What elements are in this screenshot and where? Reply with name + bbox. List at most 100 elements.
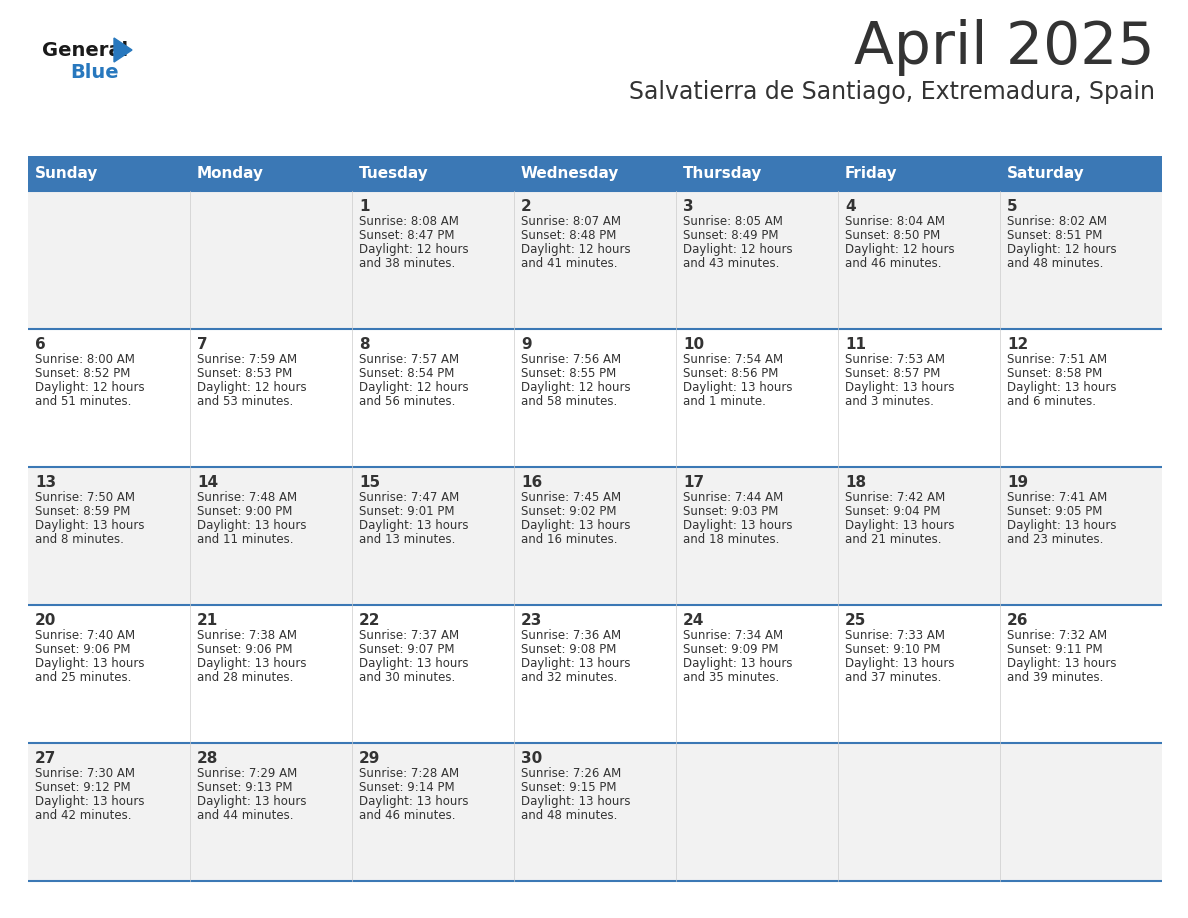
Text: 21: 21 <box>197 613 219 628</box>
Text: Sunset: 8:59 PM: Sunset: 8:59 PM <box>34 505 131 518</box>
Text: and 58 minutes.: and 58 minutes. <box>522 395 618 408</box>
Text: and 48 minutes.: and 48 minutes. <box>522 809 618 822</box>
Text: Sunrise: 7:48 AM: Sunrise: 7:48 AM <box>197 491 297 504</box>
Text: Daylight: 13 hours: Daylight: 13 hours <box>197 795 307 808</box>
Text: Sunrise: 7:47 AM: Sunrise: 7:47 AM <box>359 491 460 504</box>
Text: Daylight: 13 hours: Daylight: 13 hours <box>522 795 631 808</box>
Text: and 37 minutes.: and 37 minutes. <box>845 671 941 684</box>
Text: Sunset: 9:00 PM: Sunset: 9:00 PM <box>197 505 292 518</box>
Text: 29: 29 <box>359 751 380 766</box>
Text: Monday: Monday <box>197 166 264 181</box>
Bar <box>29 743 1162 881</box>
Text: and 21 minutes.: and 21 minutes. <box>845 533 942 546</box>
Text: 25: 25 <box>845 613 866 628</box>
Text: Daylight: 12 hours: Daylight: 12 hours <box>1007 243 1117 256</box>
Text: and 56 minutes.: and 56 minutes. <box>359 395 455 408</box>
Text: Daylight: 13 hours: Daylight: 13 hours <box>34 519 145 532</box>
Text: Friday: Friday <box>845 166 898 181</box>
Text: 4: 4 <box>845 199 855 214</box>
Text: Sunrise: 7:41 AM: Sunrise: 7:41 AM <box>1007 491 1107 504</box>
Text: Sunrise: 7:29 AM: Sunrise: 7:29 AM <box>197 767 297 780</box>
Text: Blue: Blue <box>70 63 119 83</box>
Text: Sunset: 9:01 PM: Sunset: 9:01 PM <box>359 505 455 518</box>
Text: 24: 24 <box>683 613 704 628</box>
Text: and 6 minutes.: and 6 minutes. <box>1007 395 1097 408</box>
Text: and 8 minutes.: and 8 minutes. <box>34 533 124 546</box>
Text: Sunset: 8:55 PM: Sunset: 8:55 PM <box>522 367 617 380</box>
Text: Daylight: 12 hours: Daylight: 12 hours <box>34 381 145 394</box>
Text: Saturday: Saturday <box>1007 166 1085 181</box>
Bar <box>29 329 1162 467</box>
Bar <box>29 467 1162 605</box>
Text: Sunrise: 7:36 AM: Sunrise: 7:36 AM <box>522 629 621 642</box>
Text: Daylight: 13 hours: Daylight: 13 hours <box>1007 519 1117 532</box>
Text: Daylight: 13 hours: Daylight: 13 hours <box>1007 657 1117 670</box>
Text: Daylight: 13 hours: Daylight: 13 hours <box>683 657 792 670</box>
Text: and 25 minutes.: and 25 minutes. <box>34 671 132 684</box>
Text: Sunrise: 7:53 AM: Sunrise: 7:53 AM <box>845 353 944 366</box>
Text: Daylight: 12 hours: Daylight: 12 hours <box>197 381 307 394</box>
Text: 18: 18 <box>845 475 866 490</box>
Text: and 23 minutes.: and 23 minutes. <box>1007 533 1104 546</box>
Text: Sunset: 8:49 PM: Sunset: 8:49 PM <box>683 229 778 242</box>
Text: Daylight: 12 hours: Daylight: 12 hours <box>522 243 631 256</box>
Text: Sunday: Sunday <box>34 166 99 181</box>
Text: Daylight: 13 hours: Daylight: 13 hours <box>359 519 468 532</box>
Text: Daylight: 12 hours: Daylight: 12 hours <box>683 243 792 256</box>
Text: Sunrise: 7:32 AM: Sunrise: 7:32 AM <box>1007 629 1107 642</box>
Text: Daylight: 13 hours: Daylight: 13 hours <box>34 795 145 808</box>
Text: Sunset: 8:52 PM: Sunset: 8:52 PM <box>34 367 131 380</box>
Text: 27: 27 <box>34 751 56 766</box>
Text: and 41 minutes.: and 41 minutes. <box>522 257 618 270</box>
Text: and 13 minutes.: and 13 minutes. <box>359 533 455 546</box>
Text: 6: 6 <box>34 337 46 352</box>
Text: Daylight: 13 hours: Daylight: 13 hours <box>683 519 792 532</box>
Text: 26: 26 <box>1007 613 1029 628</box>
Text: 20: 20 <box>34 613 56 628</box>
Text: and 11 minutes.: and 11 minutes. <box>197 533 293 546</box>
Text: and 53 minutes.: and 53 minutes. <box>197 395 293 408</box>
Text: Sunset: 8:53 PM: Sunset: 8:53 PM <box>197 367 292 380</box>
Text: Sunrise: 7:38 AM: Sunrise: 7:38 AM <box>197 629 297 642</box>
Text: and 44 minutes.: and 44 minutes. <box>197 809 293 822</box>
Text: Sunset: 8:56 PM: Sunset: 8:56 PM <box>683 367 778 380</box>
Text: Daylight: 13 hours: Daylight: 13 hours <box>845 519 954 532</box>
Text: and 38 minutes.: and 38 minutes. <box>359 257 455 270</box>
Text: Daylight: 13 hours: Daylight: 13 hours <box>197 657 307 670</box>
Polygon shape <box>114 38 132 62</box>
Text: Sunrise: 7:51 AM: Sunrise: 7:51 AM <box>1007 353 1107 366</box>
Text: Sunset: 9:02 PM: Sunset: 9:02 PM <box>522 505 617 518</box>
Text: Salvatierra de Santiago, Extremadura, Spain: Salvatierra de Santiago, Extremadura, Sp… <box>628 80 1155 104</box>
Text: and 51 minutes.: and 51 minutes. <box>34 395 132 408</box>
Text: Daylight: 13 hours: Daylight: 13 hours <box>359 657 468 670</box>
Text: Sunset: 8:57 PM: Sunset: 8:57 PM <box>845 367 941 380</box>
Text: Daylight: 13 hours: Daylight: 13 hours <box>34 657 145 670</box>
Text: and 30 minutes.: and 30 minutes. <box>359 671 455 684</box>
Text: 15: 15 <box>359 475 380 490</box>
Text: 19: 19 <box>1007 475 1028 490</box>
Text: 5: 5 <box>1007 199 1018 214</box>
Text: Sunrise: 7:44 AM: Sunrise: 7:44 AM <box>683 491 783 504</box>
Text: General: General <box>42 40 128 60</box>
Text: Daylight: 12 hours: Daylight: 12 hours <box>845 243 955 256</box>
Text: Sunset: 9:14 PM: Sunset: 9:14 PM <box>359 781 455 794</box>
Text: Sunset: 9:06 PM: Sunset: 9:06 PM <box>34 643 131 656</box>
Text: 16: 16 <box>522 475 542 490</box>
Text: Sunrise: 7:57 AM: Sunrise: 7:57 AM <box>359 353 459 366</box>
Bar <box>29 605 1162 743</box>
Text: Sunset: 9:09 PM: Sunset: 9:09 PM <box>683 643 778 656</box>
Text: Sunrise: 8:08 AM: Sunrise: 8:08 AM <box>359 215 459 228</box>
Text: 22: 22 <box>359 613 380 628</box>
Text: Sunset: 8:50 PM: Sunset: 8:50 PM <box>845 229 940 242</box>
Text: and 43 minutes.: and 43 minutes. <box>683 257 779 270</box>
Text: Daylight: 12 hours: Daylight: 12 hours <box>359 381 468 394</box>
Text: Sunrise: 8:07 AM: Sunrise: 8:07 AM <box>522 215 621 228</box>
Text: and 1 minute.: and 1 minute. <box>683 395 766 408</box>
Text: and 28 minutes.: and 28 minutes. <box>197 671 293 684</box>
Text: Tuesday: Tuesday <box>359 166 429 181</box>
Text: Daylight: 13 hours: Daylight: 13 hours <box>683 381 792 394</box>
Text: Sunset: 9:10 PM: Sunset: 9:10 PM <box>845 643 941 656</box>
Text: Sunset: 8:54 PM: Sunset: 8:54 PM <box>359 367 454 380</box>
Text: Sunrise: 7:42 AM: Sunrise: 7:42 AM <box>845 491 946 504</box>
Text: Sunrise: 8:00 AM: Sunrise: 8:00 AM <box>34 353 135 366</box>
